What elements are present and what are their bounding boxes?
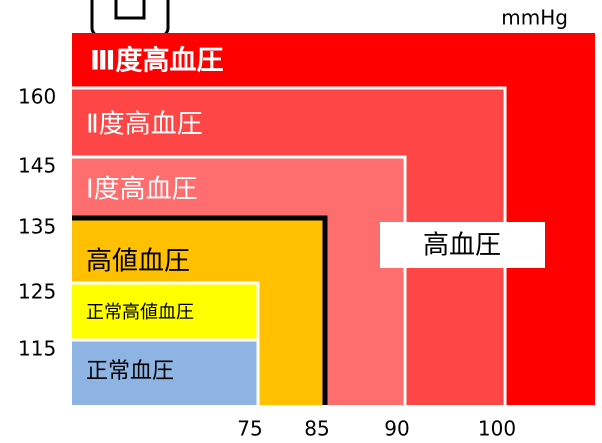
y-tick-label: 125 (18, 280, 56, 304)
region-label: Ⅲ度高血圧 (90, 45, 224, 77)
region-label: Ⅱ度高血圧 (86, 110, 203, 140)
region-label: 正常高値血圧 (86, 302, 194, 323)
unit-label: mmHg (501, 6, 568, 30)
y-tick-label: 135 (18, 215, 56, 239)
x-tick-label: 75 (237, 417, 262, 441)
region-label: 高値血圧 (86, 247, 190, 277)
region-label: 正常血圧 (86, 359, 174, 384)
x-tick-label: 90 (384, 417, 409, 441)
x-tick-label: 85 (304, 417, 329, 441)
overlay-label: 高血圧 (423, 231, 501, 261)
y-tick-label: 145 (18, 154, 56, 178)
y-tick-label: 115 (18, 337, 56, 361)
chart: mmHg Ⅲ度高血圧 Ⅱ度高血圧 Ⅰ度高血圧高値血圧正常高値血圧正常血圧 高血圧 1… (0, 0, 602, 443)
y-tick-label: 160 (18, 85, 56, 109)
x-tick-label: 100 (478, 417, 516, 441)
region-label: Ⅰ度高血圧 (86, 175, 198, 205)
